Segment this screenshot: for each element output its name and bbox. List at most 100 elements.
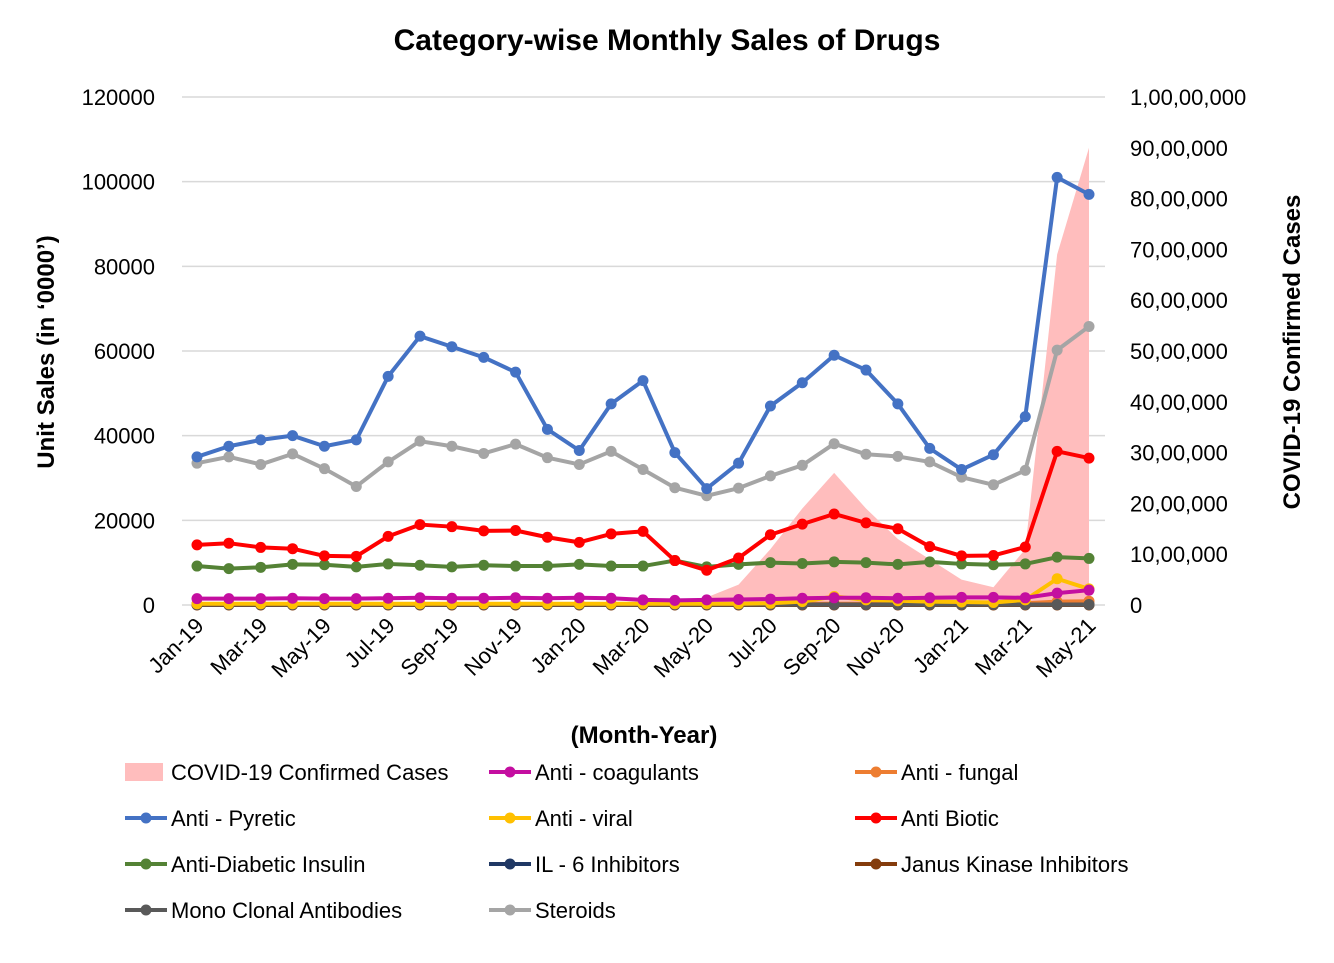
data-point-anti-biotic: [255, 541, 267, 553]
legend-item-anti-coagulants: Anti - coagulants: [489, 760, 699, 785]
right-axis-ticks: 0 10,00,000 20,00,000 30,00,000 40,00,000 50,…: [1130, 85, 1246, 618]
series-line-anti-pyretic: [195, 175, 1091, 491]
data-point-anti-pyretic: [701, 483, 713, 495]
legend-label: Anti - coagulants: [535, 760, 699, 785]
data-point-anti-biotic: [510, 524, 522, 536]
legend-item-anti-biotic: Anti Biotic: [855, 806, 999, 831]
data-point-anti-biotic: [669, 555, 681, 567]
data-point-anti-coagulants: [987, 591, 999, 603]
x-tick-label: May-21: [1031, 613, 1101, 683]
legend-item-anti-diabetic-insulin: Anti-Diabetic Insulin: [125, 852, 365, 877]
data-point-steroids: [987, 479, 999, 491]
data-point-steroids: [828, 438, 840, 450]
data-point-anti-pyretic: [287, 430, 299, 442]
data-point-anti-biotic: [764, 529, 776, 541]
data-point-anti-biotic: [318, 550, 330, 562]
data-point-anti-pyretic: [637, 375, 649, 387]
data-point-anti-diabetic-insulin: [828, 556, 840, 568]
legend-item-anti-viral: Anti - viral: [489, 806, 633, 831]
data-point-anti-diabetic-insulin: [318, 559, 330, 571]
data-point-anti-diabetic-insulin: [255, 561, 267, 573]
data-point-anti-biotic: [446, 521, 458, 533]
y2-tick-label: 20,00,000: [1130, 491, 1228, 516]
legend-swatch-marker: [870, 766, 882, 778]
y-axis-title: Unit Sales (in ‘0000’): [33, 235, 60, 468]
y2-tick-label: 40,00,000: [1130, 390, 1228, 415]
data-point-anti-pyretic: [541, 423, 553, 435]
data-point-anti-coagulants: [478, 592, 490, 604]
data-point-anti-diabetic-insulin: [478, 559, 490, 571]
x-tick-label: Nov-19: [459, 613, 527, 681]
data-point-steroids: [287, 448, 299, 460]
data-point-anti-coagulants: [573, 592, 585, 604]
data-point-anti-pyretic: [255, 434, 267, 446]
legend-swatch-marker: [140, 812, 152, 824]
data-point-anti-coagulants: [637, 594, 649, 606]
data-point-anti-biotic: [541, 531, 553, 543]
data-point-steroids: [318, 463, 330, 475]
data-point-anti-diabetic-insulin: [510, 560, 522, 572]
legend-label: COVID-19 Confirmed Cases: [171, 760, 449, 785]
data-point-anti-diabetic-insulin: [191, 560, 203, 572]
legend-label: Steroids: [535, 898, 616, 923]
y-tick-label: 60000: [94, 339, 155, 364]
data-point-anti-coagulants: [924, 592, 936, 604]
data-point-anti-biotic: [956, 550, 968, 562]
data-point-steroids: [860, 448, 872, 460]
data-point-anti-pyretic: [1019, 411, 1031, 423]
data-point-steroids: [1051, 344, 1063, 356]
data-point-anti-diabetic-insulin: [541, 560, 553, 572]
data-point-anti-pyretic: [510, 366, 522, 378]
y2-tick-label: 0: [1130, 593, 1142, 618]
data-point-anti-biotic: [573, 536, 585, 548]
gridlines: [182, 96, 1105, 606]
data-point-anti-pyretic: [191, 451, 203, 463]
data-point-anti-diabetic-insulin: [414, 559, 426, 571]
data-point-steroids: [541, 452, 553, 464]
data-point-anti-biotic: [924, 541, 936, 553]
data-point-anti-diabetic-insulin: [987, 559, 999, 571]
x-tick-label: Mar-19: [205, 613, 272, 680]
data-point-anti-pyretic: [1051, 171, 1063, 183]
data-point-steroids: [605, 445, 617, 457]
data-point-anti-biotic: [478, 525, 490, 537]
data-point-steroids: [924, 456, 936, 468]
data-point-anti-diabetic-insulin: [892, 558, 904, 570]
data-point-anti-coagulants: [1019, 592, 1031, 604]
data-point-anti-coagulants: [1051, 587, 1063, 599]
data-point-anti-diabetic-insulin: [860, 557, 872, 569]
chart-title: Category-wise Monthly Sales of Drugs: [394, 24, 941, 57]
data-point-anti-viral: [1051, 573, 1063, 585]
data-point-anti-diabetic-insulin: [1083, 552, 1095, 564]
data-point-anti-biotic: [1051, 445, 1063, 457]
data-point-anti-coagulants: [1083, 584, 1095, 596]
data-point-steroids: [1019, 464, 1031, 476]
data-point-anti-biotic: [987, 549, 999, 561]
data-point-anti-coagulants: [318, 593, 330, 605]
data-point-anti-coagulants: [828, 592, 840, 604]
data-point-anti-diabetic-insulin: [605, 560, 617, 572]
y2-axis-title: COVID-19 Confirmed Cases: [1279, 195, 1306, 510]
legend-label: Janus Kinase Inhibitors: [901, 852, 1128, 877]
data-point-anti-diabetic-insulin: [764, 557, 776, 569]
data-point-anti-pyretic: [1083, 188, 1095, 200]
data-point-anti-coagulants: [764, 593, 776, 605]
x-tick-label: Mar-21: [970, 613, 1037, 680]
legend-item-steroids: Steroids: [489, 898, 616, 923]
data-point-anti-coagulants: [350, 593, 362, 605]
data-point-anti-biotic: [1019, 541, 1031, 553]
y-tick-label: 120000: [82, 85, 155, 110]
y-tick-label: 100000: [82, 170, 155, 195]
x-tick-label: Sep-19: [396, 613, 464, 681]
legend-label: IL - 6 Inhibitors: [535, 852, 680, 877]
data-point-anti-pyretic: [350, 434, 362, 446]
legend-swatch-marker: [504, 858, 516, 870]
data-point-anti-diabetic-insulin: [446, 561, 458, 573]
legend-swatch: [125, 763, 163, 781]
data-point-anti-diabetic-insulin: [573, 558, 585, 570]
x-tick-label: Jan-19: [143, 613, 208, 678]
data-point-steroids: [414, 435, 426, 447]
data-point-steroids: [382, 456, 394, 468]
